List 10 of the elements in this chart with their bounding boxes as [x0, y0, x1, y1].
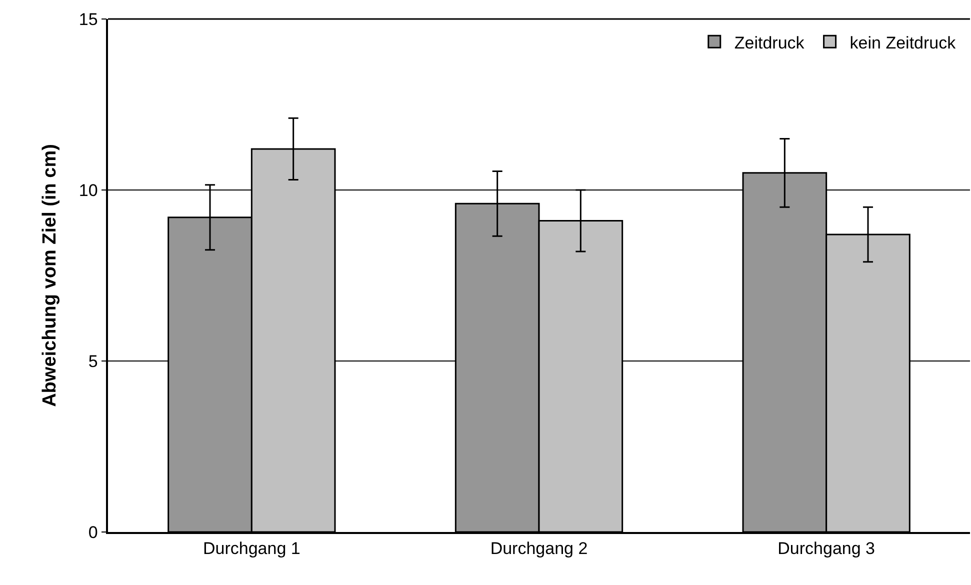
y-tick-label: 10 — [78, 180, 98, 200]
x-tick-label: Durchgang 2 — [490, 539, 588, 558]
legend-label: kein Zeitdruck — [850, 33, 956, 52]
y-tick-label: 15 — [78, 10, 98, 29]
y-tick-label: 0 — [88, 522, 98, 542]
x-tick-label: Durchgang 1 — [203, 539, 300, 558]
legend-label: Zeitdruck — [734, 33, 805, 52]
y-axis-title: Abweichung vom Ziel (in cm) — [39, 144, 60, 407]
x-tick-label: Durchgang 3 — [778, 539, 875, 558]
y-tick-label: 5 — [88, 352, 98, 371]
